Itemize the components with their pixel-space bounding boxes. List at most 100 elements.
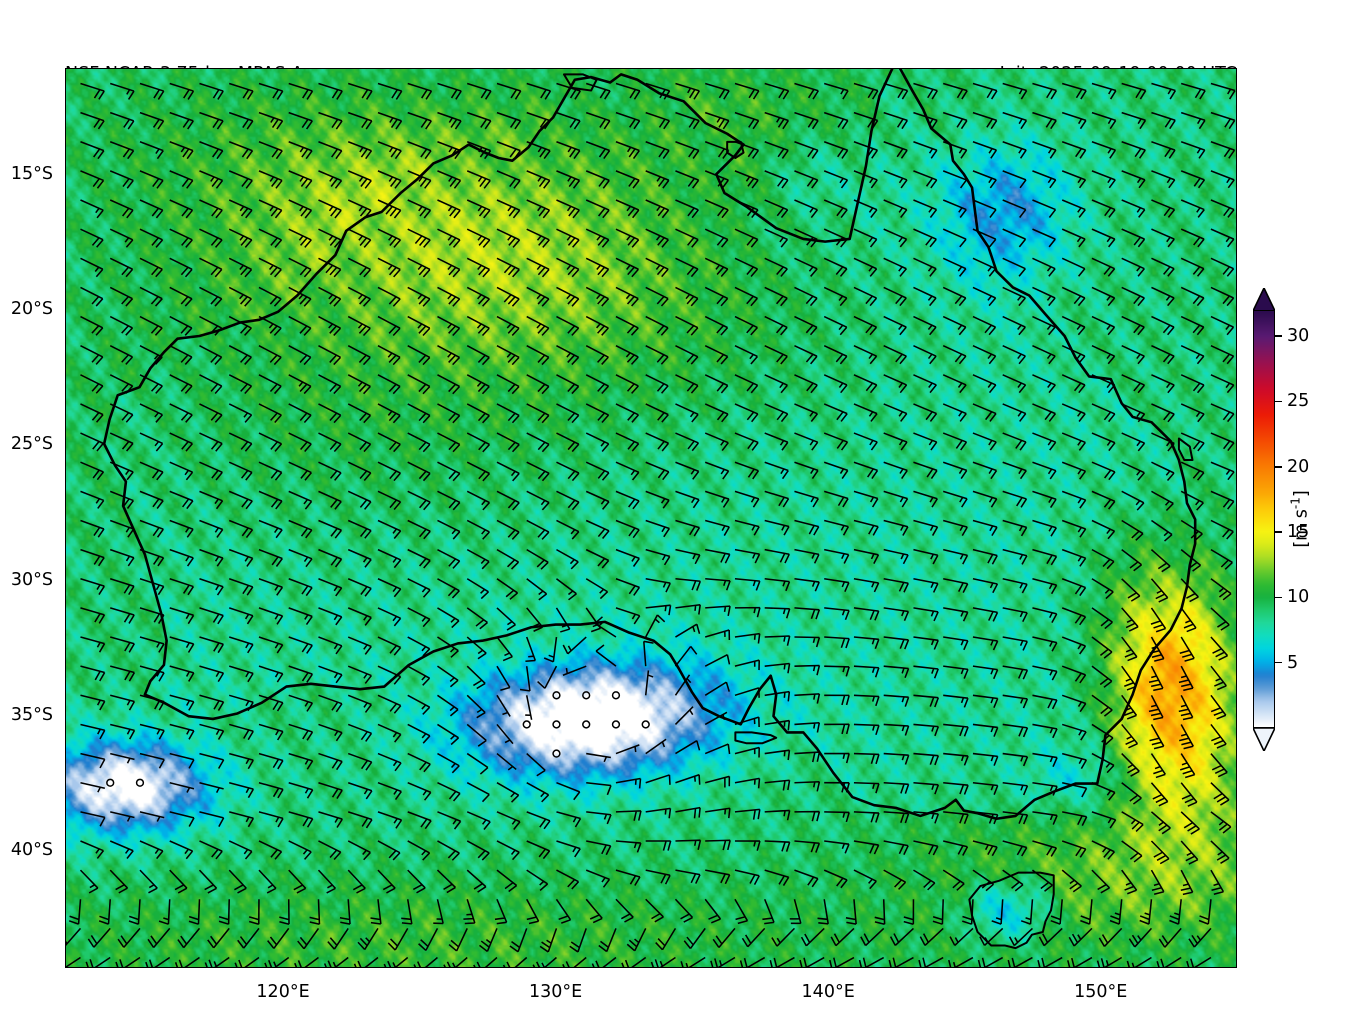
wind-barb <box>288 82 314 100</box>
wind-barb <box>643 640 654 667</box>
wind-barb <box>1091 811 1117 829</box>
wind-barb-glyph <box>853 636 880 649</box>
wind-barb-glyph <box>913 461 938 480</box>
wind-barb-glyph <box>199 636 224 654</box>
wind-barb-glyph <box>526 170 551 189</box>
wind-barb <box>824 636 850 649</box>
wind-barb <box>437 548 461 569</box>
wind-barb-glyph <box>198 869 218 894</box>
wind-barb-glyph <box>1150 782 1169 807</box>
wind-barb-glyph <box>1180 257 1205 277</box>
wind-barb <box>823 315 848 336</box>
wind-barb <box>207 927 230 949</box>
wind-barb-glyph <box>377 636 402 656</box>
wind-barb-glyph <box>913 199 938 218</box>
wind-barb-glyph <box>1091 199 1116 218</box>
wind-barb-glyph <box>585 548 610 569</box>
wind-barb <box>258 519 283 539</box>
wind-barb <box>705 548 731 564</box>
wind-barb <box>109 82 135 100</box>
wind-barb <box>437 257 461 278</box>
wind-barb-glyph <box>258 170 283 189</box>
wind-barb <box>327 927 349 950</box>
wind-barb <box>794 228 818 248</box>
wind-barb-glyph <box>853 840 880 855</box>
wind-barb <box>615 490 640 510</box>
wind-barb-glyph <box>80 578 105 595</box>
wind-barb-glyph <box>762 898 775 925</box>
wind-barb-glyph <box>110 694 136 711</box>
wind-barb <box>496 752 517 771</box>
wind-barb <box>258 461 283 481</box>
wind-barb <box>585 898 603 924</box>
wind-barb-glyph <box>615 286 639 307</box>
wind-barb <box>437 170 462 189</box>
wind-barb-glyph <box>87 927 111 948</box>
wind-barb-glyph <box>972 840 998 857</box>
wind-barb-glyph <box>1121 840 1143 863</box>
wind-barb-glyph <box>1210 753 1228 778</box>
wind-barb-glyph <box>977 956 1004 967</box>
wind-barb <box>526 199 551 219</box>
wind-barb-glyph <box>377 374 401 395</box>
wind-barb-glyph <box>317 869 337 894</box>
wind-barb-glyph <box>526 199 551 219</box>
wind-barb-glyph <box>85 956 111 967</box>
wind-barb-glyph <box>353 956 379 967</box>
wind-barb-glyph <box>1002 403 1027 422</box>
wind-barb-glyph <box>1180 811 1200 835</box>
wind-barb-glyph <box>288 869 307 894</box>
wind-barb <box>739 956 766 967</box>
wind-barb-glyph <box>1151 403 1175 423</box>
calm-circle <box>582 720 591 729</box>
wind-speed-shading-canvas <box>66 69 1236 967</box>
wind-barb <box>1180 869 1194 896</box>
wind-barb-glyph <box>109 578 135 596</box>
wind-barb <box>407 840 431 861</box>
wind-barb-glyph <box>297 927 320 950</box>
wind-barb <box>1032 141 1057 159</box>
wind-barb <box>1002 519 1028 537</box>
wind-barb <box>1180 315 1205 336</box>
wind-barb-glyph <box>1032 461 1057 480</box>
wind-barb <box>288 315 312 336</box>
wind-barb <box>80 840 105 859</box>
wind-barb <box>496 636 513 662</box>
wind-barb <box>1091 111 1117 130</box>
wind-barb-glyph <box>1121 315 1145 336</box>
wind-barb-glyph <box>228 344 252 365</box>
wind-barb-glyph <box>853 315 878 336</box>
wind-barb-glyph <box>169 636 195 653</box>
wind-barb <box>734 632 761 644</box>
wind-barb <box>853 490 879 508</box>
wind-barb <box>443 956 468 967</box>
wind-barb <box>764 228 789 248</box>
wind-barb <box>645 578 671 593</box>
wind-barb-glyph <box>705 605 731 617</box>
wind-barb <box>437 228 461 248</box>
wind-barb <box>347 578 372 597</box>
wind-barb-glyph <box>1121 811 1144 832</box>
wind-barb-glyph <box>109 432 134 452</box>
wind-barb-glyph <box>1121 869 1138 895</box>
wind-barb <box>80 548 105 567</box>
wind-barb-glyph <box>704 432 729 452</box>
lat-tick-mark <box>65 852 66 853</box>
wind-barb <box>823 869 848 889</box>
wind-barb-glyph <box>556 781 581 801</box>
wind-barb <box>704 681 731 696</box>
wind-barb-glyph <box>466 607 488 630</box>
wind-barb <box>913 578 939 593</box>
wind-barb <box>139 199 164 219</box>
wind-barb-glyph <box>734 170 759 189</box>
wind-barb <box>1091 141 1117 159</box>
wind-barb <box>258 869 277 894</box>
wind-barb-glyph <box>1091 315 1116 336</box>
wind-barb <box>764 403 789 423</box>
wind-barb <box>437 315 461 337</box>
wind-barb-glyph <box>883 344 907 365</box>
wind-barb-glyph <box>466 723 487 747</box>
wind-barb-glyph <box>1002 665 1029 680</box>
wind-barb-glyph <box>1061 665 1087 684</box>
wind-barb-glyph <box>407 141 432 160</box>
